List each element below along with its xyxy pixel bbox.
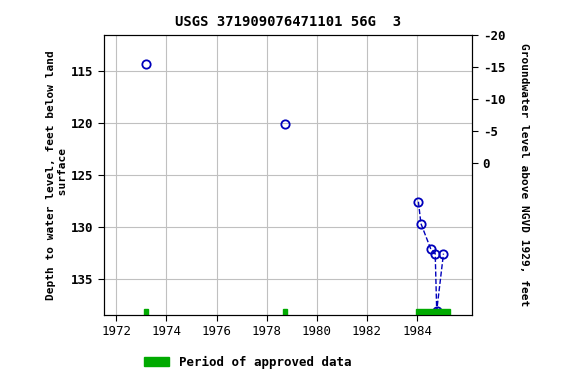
Legend: Period of approved data: Period of approved data xyxy=(139,351,357,374)
Bar xyxy=(416,309,450,315)
Y-axis label: Depth to water level, feet below land
 surface: Depth to water level, feet below land su… xyxy=(47,50,68,300)
Bar xyxy=(144,309,148,315)
Y-axis label: Groundwater level above NGVD 1929, feet: Groundwater level above NGVD 1929, feet xyxy=(519,43,529,306)
Bar xyxy=(283,309,287,315)
Title: USGS 371909076471101 56G  3: USGS 371909076471101 56G 3 xyxy=(175,15,401,29)
